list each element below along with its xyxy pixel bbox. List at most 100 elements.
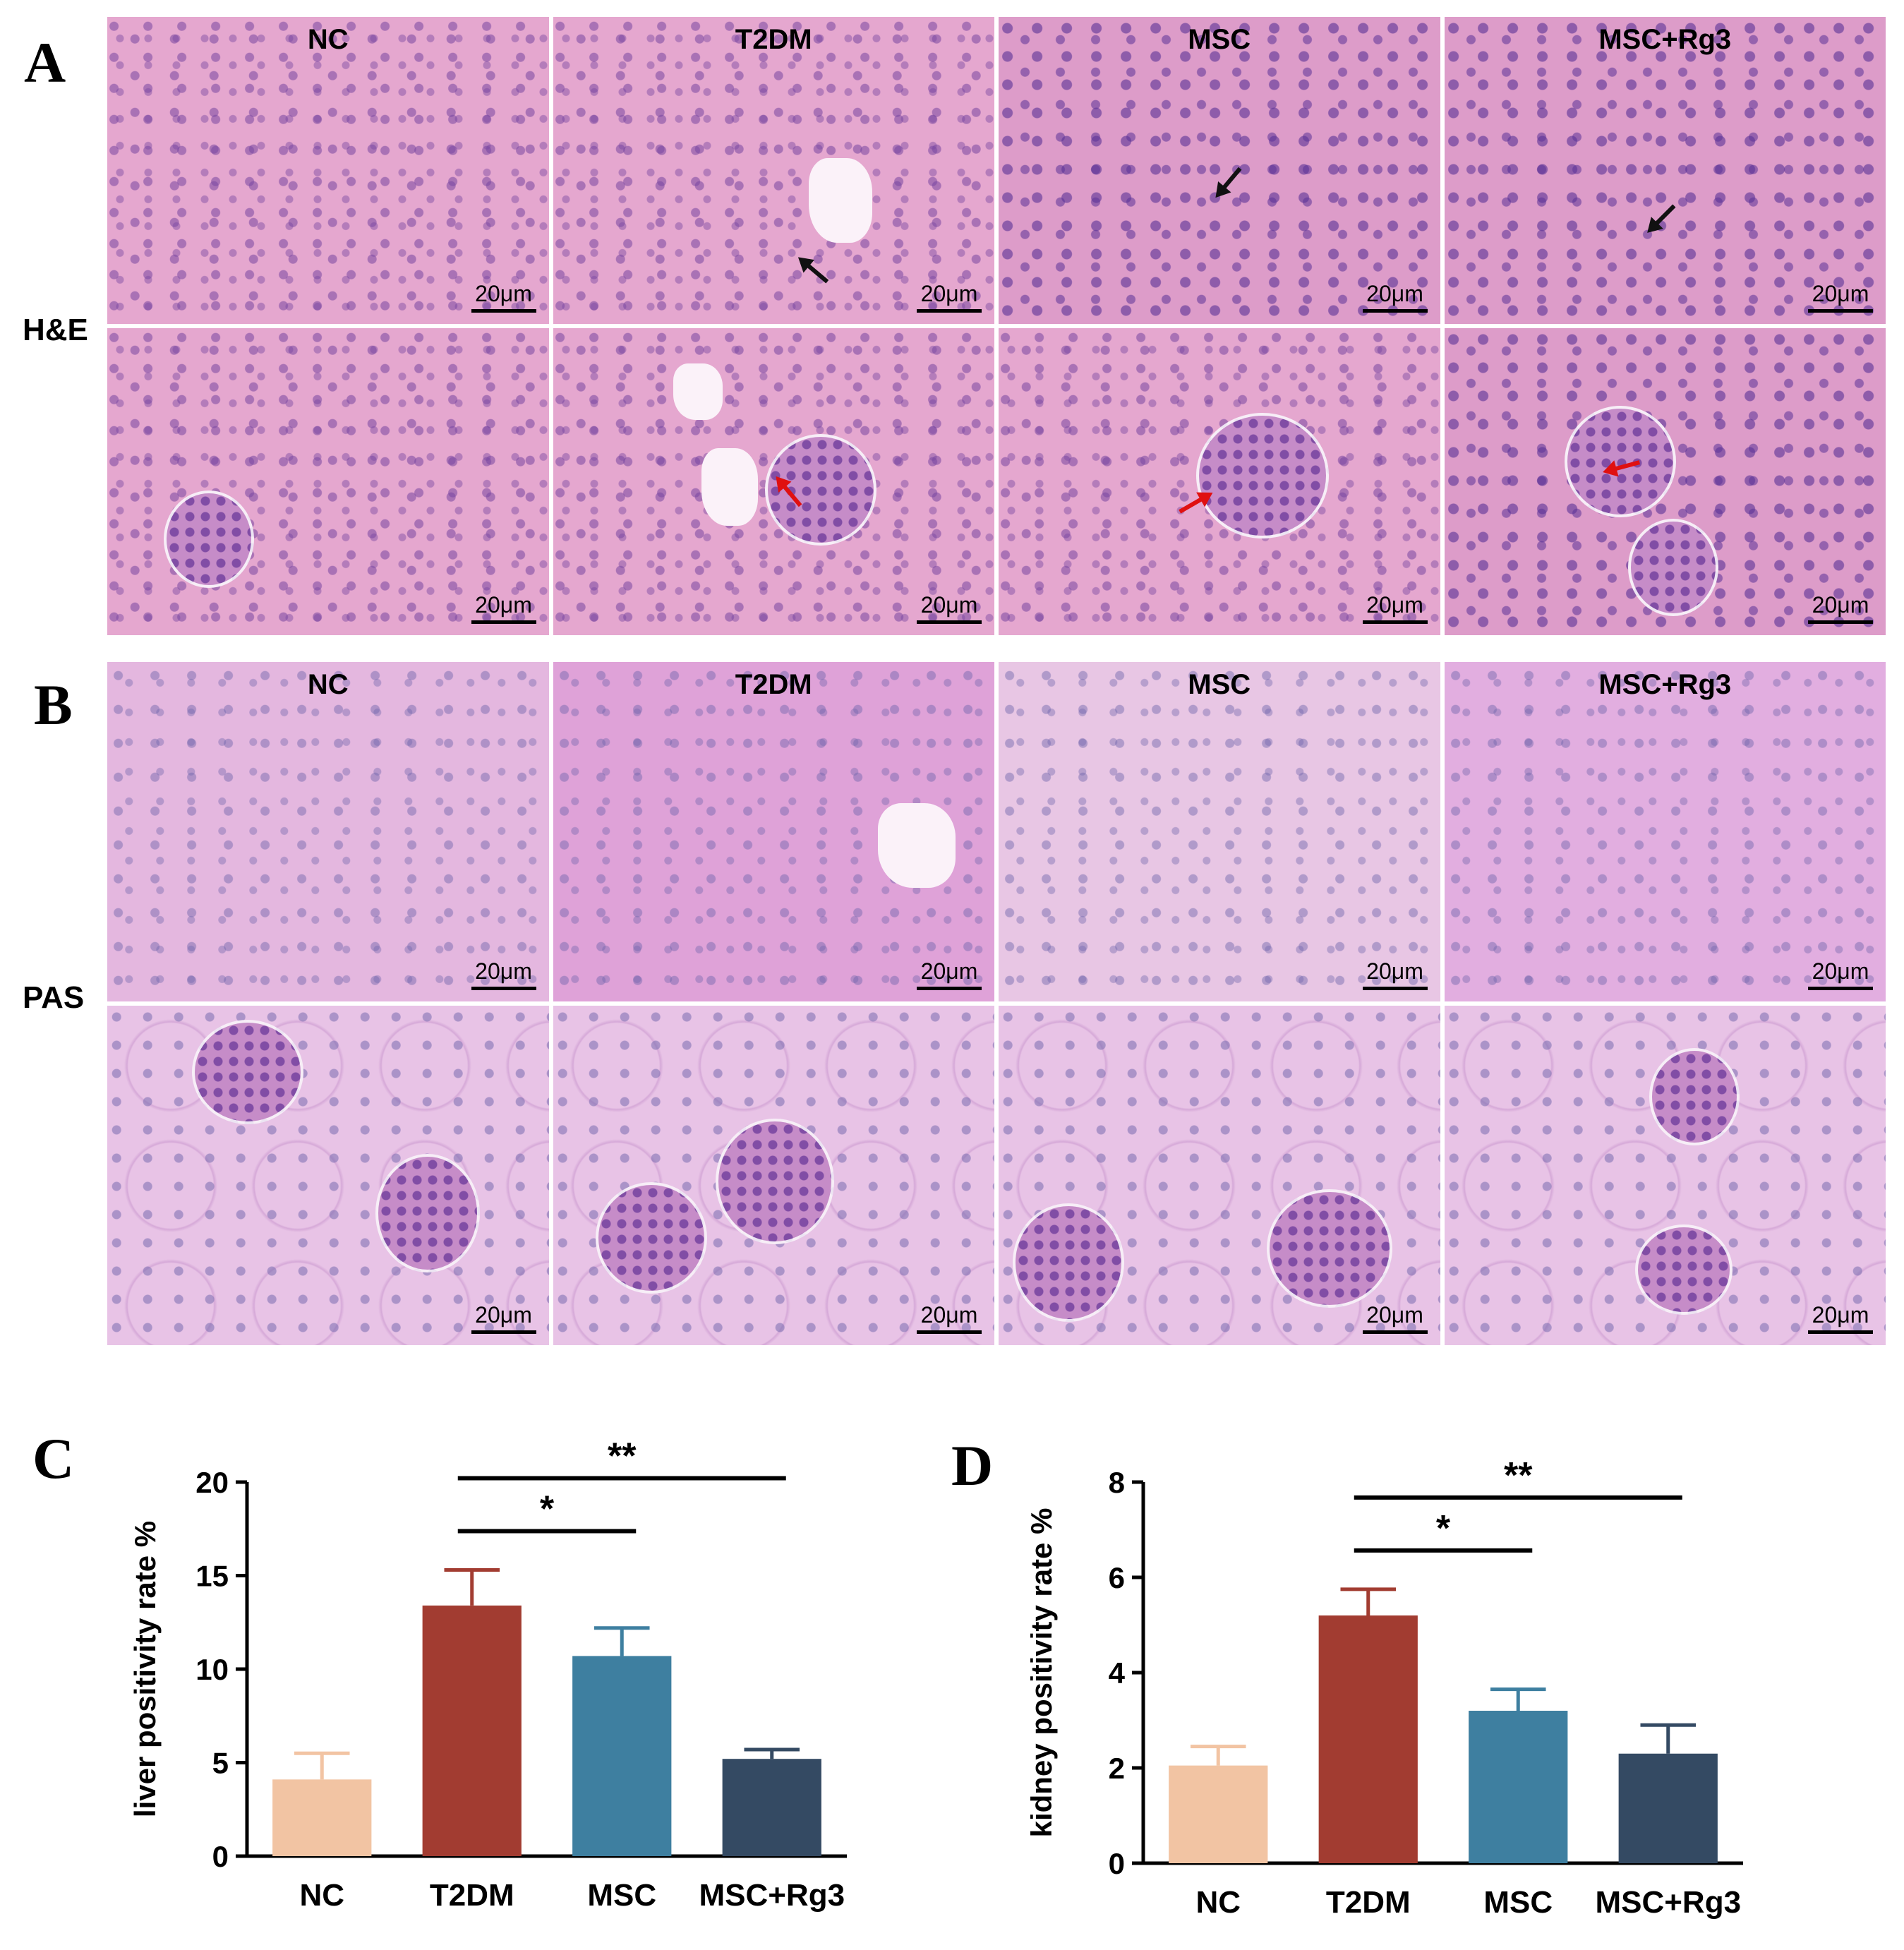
pas-kidney-nc: 20μm [107,1006,549,1345]
black-arrow-icon [1647,204,1675,233]
scale-bar: 20μm [471,594,536,624]
bar-nc [1169,1765,1268,1863]
column-title: MSC+Rg3 [1598,669,1732,700]
column-title: T2DM [735,24,812,55]
y-tick-label: 6 [1109,1561,1125,1594]
x-tick-label: NC [299,1878,344,1913]
scale-bar-line [1362,309,1428,313]
scale-bar-line [1808,987,1873,990]
scale-bar-label: 20μm [920,281,978,306]
scale-bar-line [1808,309,1873,313]
x-tick-label: NC [1195,1885,1241,1920]
he-liver-t2dm: T2DM 20μm [553,17,994,324]
glomerulus [1013,1203,1124,1322]
glomerulus [164,490,254,588]
column-title: T2DM [735,669,812,700]
he-kidney-t2dm: 20μm [553,328,994,635]
stain-label-he: H&E [23,313,88,347]
scale-bar-line [1362,1330,1428,1334]
y-tick-label: 2 [1109,1752,1125,1785]
y-tick-label: 8 [1109,1466,1125,1499]
he-liver-msc-rg3: MSC+Rg3 20μm [1444,17,1886,324]
scale-bar-line [471,987,536,990]
column-title: MSC+Rg3 [1598,24,1732,55]
tubule-lumen [701,448,758,526]
scale-bar-line [1808,620,1873,624]
pas-liver-t2dm: T2DM 20μm [553,662,994,1001]
scale-bar-line [917,309,982,313]
glomerulus [1627,519,1718,616]
tubule-lumen [673,363,723,420]
scale-bar-label: 20μm [920,592,978,618]
he-liver-msc: MSC 20μm [999,17,1440,324]
significance-label: * [1436,1508,1451,1549]
glomerulus [1634,1224,1733,1315]
x-tick-label: MSC+Rg3 [699,1878,845,1913]
scale-bar: 20μm [1808,1304,1873,1334]
significance-label: ** [1504,1455,1533,1496]
scale-bar-line [1362,620,1428,624]
scale-bar-label: 20μm [475,281,532,306]
bar-msc-rg3 [1618,1753,1718,1863]
bar-msc [1469,1711,1568,1863]
scale-bar-label: 20μm [1812,1302,1869,1328]
scale-bar-label: 20μm [1366,281,1423,306]
scale-bar-line [471,620,536,624]
scale-bar-line [471,309,536,313]
glomerulus [1196,413,1329,538]
bar-msc-rg3 [722,1759,821,1856]
black-arrow-icon [1216,167,1242,197]
scale-bar: 20μm [471,1304,536,1334]
panel-letter-c: C [32,1426,75,1491]
scale-bar: 20μm [1362,281,1428,313]
y-tick-label: 0 [212,1840,229,1873]
pas-liver-msc-rg3: MSC+Rg3 20μm [1444,662,1886,1001]
y-tick-label: 15 [195,1560,229,1593]
column-title: MSC [1188,669,1251,700]
panel-letter-d: D [951,1433,994,1498]
y-tick-label: 0 [1109,1847,1125,1880]
bar-nc [272,1779,372,1856]
scale-bar-label: 20μm [1812,281,1869,306]
red-arrow-icon [1179,492,1211,514]
pas-kidney-msc: 20μm [999,1006,1440,1345]
scale-bar-label: 20μm [1812,592,1869,618]
scale-bar-label: 20μm [920,958,978,984]
x-tick-label: MSC+Rg3 [1595,1885,1741,1920]
glomerulus [595,1182,707,1294]
bar-msc [572,1656,672,1856]
scale-bar-line [917,987,982,990]
pas-kidney-t2dm: 20μm [553,1006,994,1345]
column-title: MSC [1188,24,1251,55]
x-tick-label: T2DM [1326,1885,1411,1920]
glomerulus [1564,406,1676,517]
scale-bar: 20μm [1362,958,1428,990]
pas-kidney-msc-rg3: 20μm [1444,1006,1886,1345]
kidney-positivity-chart: kidney positivity rate % 0 2 4 6 8 NC T2DM MSC MS… [1030,1455,1743,1920]
x-tick-label: T2DM [430,1878,514,1913]
y-tick-label: 20 [195,1466,229,1499]
scale-bar: 20μm [471,960,536,990]
y-tick-label: 4 [1109,1656,1126,1690]
glomerulus [192,1020,303,1124]
scale-bar-label: 20μm [1366,958,1423,984]
scale-bar: 20μm [1808,594,1873,624]
pas-liver-nc: NC 20μm [107,662,549,1001]
bar-t2dm [1318,1615,1418,1863]
pas-liver-msc: MSC 20μm [999,662,1440,1001]
scale-bar-label: 20μm [475,958,532,984]
scale-bar: 20μm [1808,960,1873,990]
bar-t2dm [422,1605,522,1856]
vessel-lumen [877,803,956,888]
glomerulus [375,1154,480,1272]
scale-bar: 20μm [471,282,536,313]
glomerulus [715,1119,834,1244]
y-tick-label: 10 [195,1653,229,1686]
y-axis-label: liver positivity rate % [128,1521,162,1817]
scale-bar-line [1362,987,1428,990]
pas-image-grid: NC 20μm T2DM 20μm MSC 20μm MSC+Rg3 20μm … [107,662,1886,1345]
x-tick-label: MSC [1483,1885,1553,1920]
column-title: NC [307,24,349,55]
he-kidney-msc-rg3: 20μm [1444,328,1886,635]
he-image-grid: NC 20μm T2DM 20μm MSC 20μm MSC+Rg3 20μm … [107,17,1886,635]
